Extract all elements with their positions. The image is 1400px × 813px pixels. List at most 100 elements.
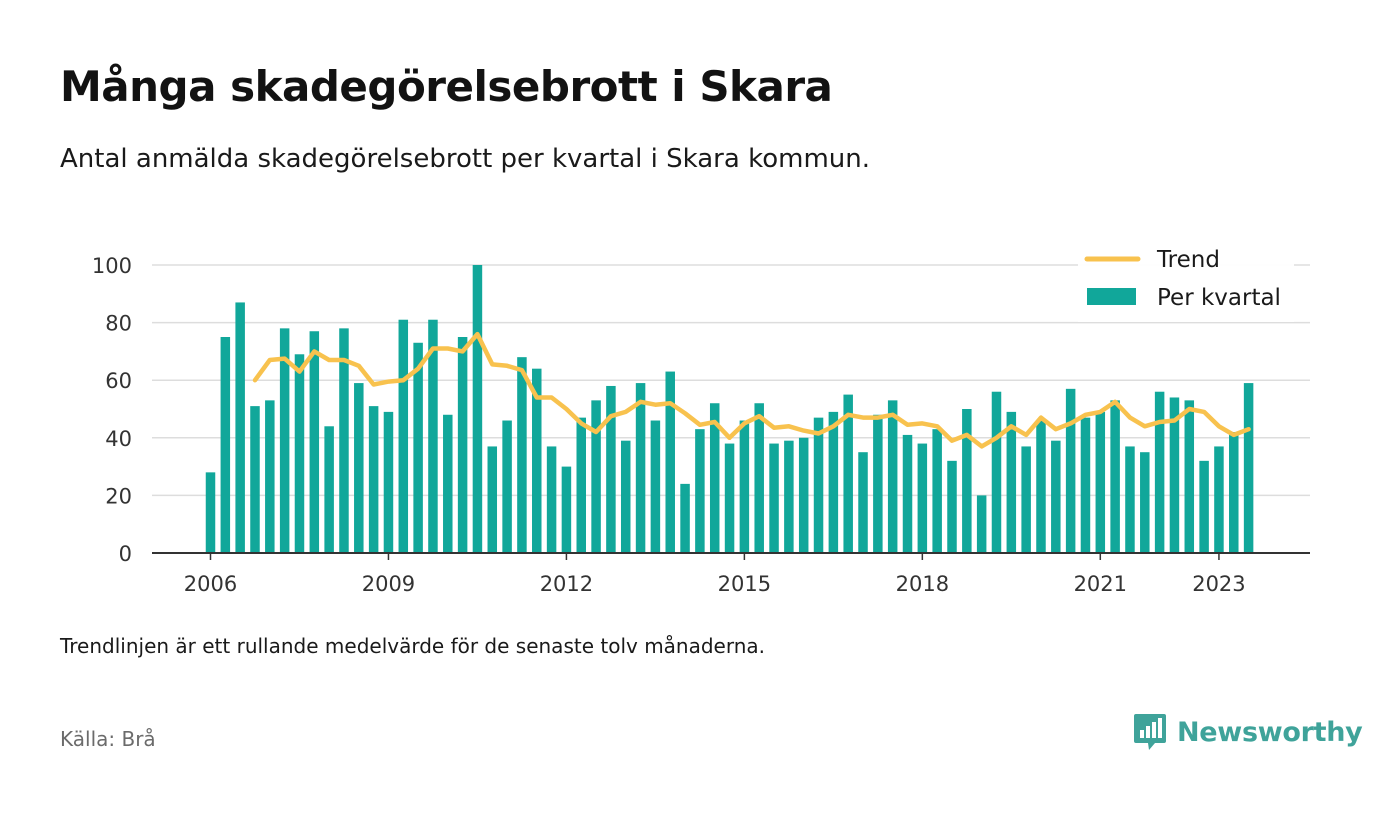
- x-axis: 2006 2009 2012 2015 2018 2021 2023: [152, 552, 1310, 596]
- bar: [724, 443, 735, 553]
- bar: [1140, 452, 1150, 553]
- bar: [368, 406, 379, 553]
- y-tick-label: 40: [105, 427, 132, 451]
- bar: [1095, 411, 1106, 553]
- bar: [235, 302, 245, 553]
- y-tick-label: 80: [105, 312, 132, 336]
- bar: [1006, 411, 1017, 553]
- bar: [1199, 460, 1209, 553]
- bar: [502, 420, 512, 553]
- trend-series: [252, 331, 1251, 449]
- newsworthy-logo-icon: [1134, 714, 1166, 750]
- x-tick-label: 2015: [718, 572, 771, 596]
- bar: [413, 342, 423, 553]
- bar: [1110, 400, 1120, 553]
- bar: [220, 337, 231, 553]
- bar: [962, 409, 972, 553]
- bar: [620, 440, 631, 553]
- bar: [932, 429, 942, 553]
- bar: [354, 383, 364, 553]
- bar: [1154, 391, 1165, 553]
- x-tick-label: 2006: [184, 572, 237, 596]
- chart-subtitle: Antal anmälda skadegörelsebrott per kvar…: [60, 144, 870, 174]
- bar: [680, 483, 690, 553]
- bar: [487, 446, 498, 553]
- bar: [294, 354, 305, 553]
- chart-title: Många skadegörelsebrott i Skara: [60, 62, 833, 111]
- x-tick-label: 2023: [1192, 572, 1245, 596]
- bar: [265, 400, 275, 553]
- bar: [1051, 440, 1061, 553]
- bar: [339, 328, 349, 553]
- bar: [1229, 432, 1239, 553]
- chart-area: 0 20 40 60 80 100 2006 2009 2012 2015 2018 2021 202…: [91, 238, 1310, 596]
- bar: [576, 417, 586, 553]
- bar: [1080, 417, 1091, 553]
- bar: [443, 414, 453, 553]
- bar: [398, 319, 409, 553]
- bar: [1184, 400, 1195, 553]
- bar: [532, 368, 542, 553]
- bar: [828, 411, 839, 553]
- y-tick-label: 0: [119, 542, 132, 566]
- bar: [784, 440, 794, 553]
- y-tick-label: 60: [105, 369, 132, 393]
- x-tick-label: 2012: [540, 572, 593, 596]
- bar: [1065, 388, 1076, 553]
- bar: [887, 400, 898, 553]
- source-label: Källa: Brå: [60, 727, 156, 751]
- bar-series: [205, 265, 1254, 553]
- y-tick-label: 100: [92, 254, 132, 278]
- legend-background: [1078, 238, 1294, 322]
- chart-note: Trendlinjen är ett rullande medelvärde f…: [60, 634, 766, 658]
- bar: [739, 420, 750, 553]
- bar: [754, 403, 764, 553]
- brand[interactable]: Newsworthy: [1133, 712, 1363, 752]
- bar: [873, 414, 883, 553]
- bar: [428, 319, 438, 553]
- bar: [383, 411, 394, 553]
- bar: [798, 437, 809, 553]
- legend-label-bar: Per kvartal: [1157, 285, 1281, 311]
- bar: [991, 391, 1002, 553]
- bar: [250, 406, 260, 553]
- bar: [472, 265, 483, 553]
- x-tick-label: 2021: [1074, 572, 1127, 596]
- bar: [205, 472, 216, 553]
- bar: [1214, 446, 1224, 553]
- bar: [917, 443, 928, 553]
- bar: [324, 426, 334, 553]
- bar: [635, 383, 646, 553]
- brand-name: Newsworthy: [1177, 716, 1363, 748]
- bar: [858, 452, 868, 553]
- bar: [1021, 446, 1031, 553]
- bar: [591, 400, 601, 553]
- bar: [517, 357, 527, 553]
- bar: [606, 385, 616, 553]
- y-tick-label: 20: [105, 484, 132, 508]
- bar: [650, 420, 661, 553]
- bar: [1169, 397, 1180, 553]
- bar: [947, 460, 957, 553]
- x-tick-label: 2009: [362, 572, 415, 596]
- bar: [1243, 383, 1254, 553]
- legend-label-trend: Trend: [1156, 247, 1220, 273]
- legend: Trend Per kvartal: [1078, 238, 1294, 322]
- bar: [976, 495, 987, 553]
- bar: [546, 446, 557, 553]
- bar: [1036, 420, 1046, 553]
- bar: [769, 443, 779, 553]
- bar: [902, 434, 913, 553]
- bar: [665, 371, 675, 553]
- bar: [843, 394, 853, 553]
- legend-swatch-bar: [1087, 288, 1136, 305]
- bar: [695, 429, 705, 553]
- bar: [1125, 446, 1135, 553]
- bar: [813, 417, 824, 553]
- bar: [561, 466, 572, 553]
- bar: [709, 403, 720, 553]
- bar: [457, 337, 468, 553]
- bar: [279, 328, 290, 553]
- bar: [309, 331, 320, 553]
- y-axis-ticks: 0 20 40 60 80 100: [92, 254, 132, 566]
